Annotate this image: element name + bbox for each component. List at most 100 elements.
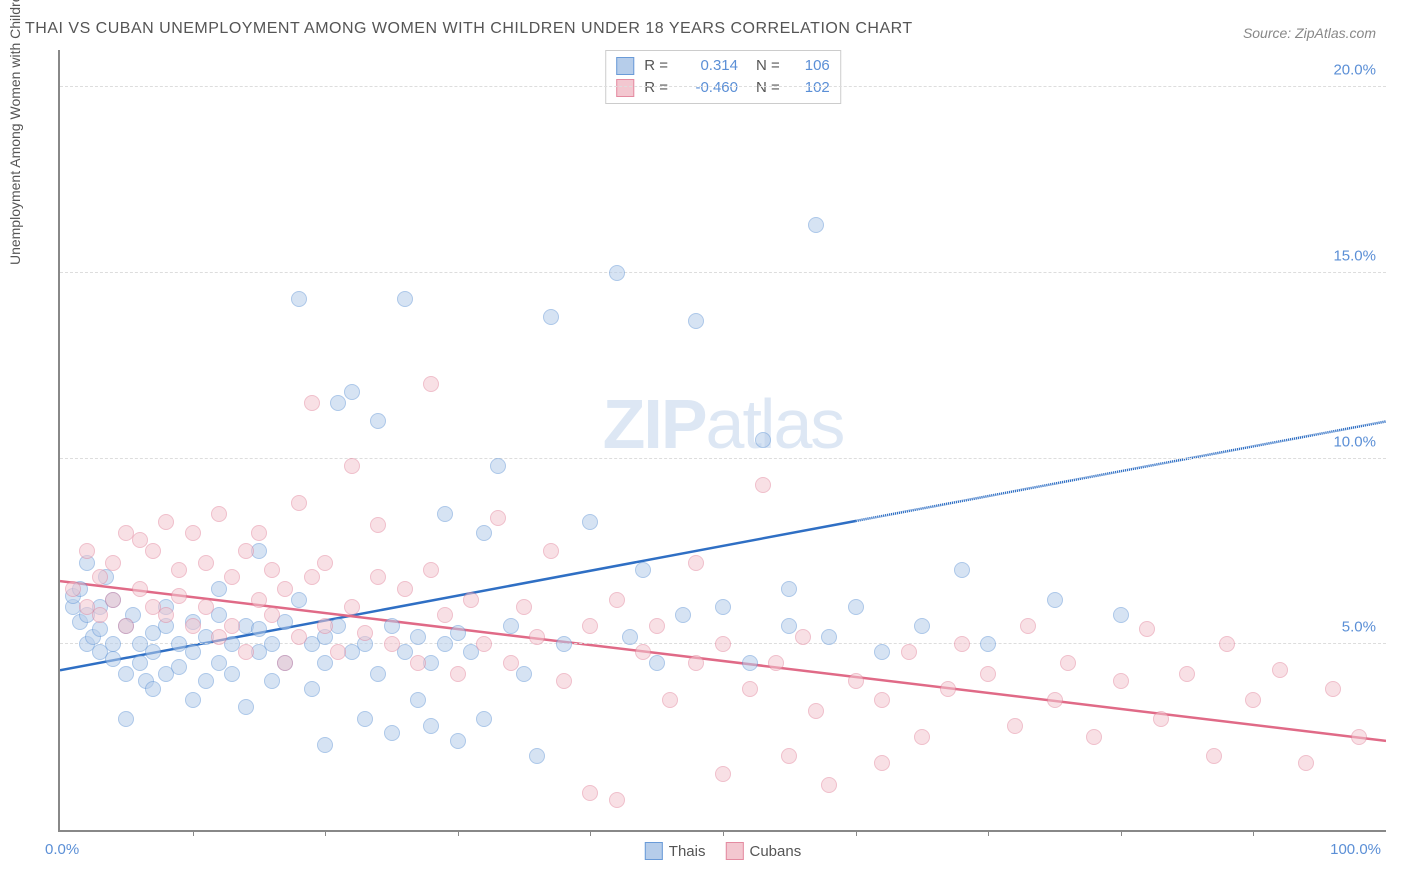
data-point xyxy=(105,651,121,667)
data-point xyxy=(503,655,519,671)
data-point xyxy=(821,629,837,645)
data-point xyxy=(582,514,598,530)
data-point xyxy=(490,458,506,474)
data-point xyxy=(848,673,864,689)
data-point xyxy=(742,655,758,671)
data-point xyxy=(1113,673,1129,689)
data-point xyxy=(185,525,201,541)
data-point xyxy=(291,592,307,608)
data-point xyxy=(755,432,771,448)
data-point xyxy=(954,562,970,578)
trend-lines xyxy=(60,50,1386,830)
data-point xyxy=(742,681,758,697)
source-attribution: Source: ZipAtlas.com xyxy=(1243,25,1376,41)
data-point xyxy=(171,562,187,578)
data-point xyxy=(914,618,930,634)
data-point xyxy=(198,599,214,615)
data-point xyxy=(423,562,439,578)
legend-label: Thais xyxy=(669,843,706,860)
data-point xyxy=(264,607,280,623)
data-point xyxy=(688,555,704,571)
data-point xyxy=(65,581,81,597)
data-point xyxy=(755,477,771,493)
data-point xyxy=(901,644,917,660)
data-point xyxy=(357,711,373,727)
data-point xyxy=(476,711,492,727)
correlation-legend: R =0.314N =106R =-0.460N =102 xyxy=(605,50,841,104)
data-point xyxy=(384,618,400,634)
data-point xyxy=(609,792,625,808)
data-point xyxy=(1047,592,1063,608)
data-point xyxy=(556,636,572,652)
data-point xyxy=(609,592,625,608)
data-point xyxy=(622,629,638,645)
data-point xyxy=(1179,666,1195,682)
data-point xyxy=(423,376,439,392)
data-point xyxy=(92,607,108,623)
y-axis-tick-label: 15.0% xyxy=(1333,247,1376,264)
data-point xyxy=(715,766,731,782)
data-point xyxy=(251,621,267,637)
data-point xyxy=(463,592,479,608)
data-point xyxy=(582,618,598,634)
data-point xyxy=(277,581,293,597)
data-point xyxy=(304,681,320,697)
data-point xyxy=(954,636,970,652)
data-point xyxy=(397,581,413,597)
data-point xyxy=(649,618,665,634)
data-point xyxy=(556,673,572,689)
data-point xyxy=(92,621,108,637)
data-point xyxy=(185,692,201,708)
x-axis-tick xyxy=(723,830,724,836)
data-point xyxy=(476,636,492,652)
data-point xyxy=(1047,692,1063,708)
data-point xyxy=(370,413,386,429)
data-point xyxy=(980,666,996,682)
x-axis-tick xyxy=(1121,830,1122,836)
data-point xyxy=(781,618,797,634)
gridline xyxy=(60,86,1386,87)
data-point xyxy=(291,629,307,645)
data-point xyxy=(304,395,320,411)
data-point xyxy=(848,599,864,615)
data-point xyxy=(1351,729,1367,745)
data-point xyxy=(105,636,121,652)
data-point xyxy=(675,607,691,623)
gridline xyxy=(60,458,1386,459)
legend-swatch xyxy=(645,842,663,860)
data-point xyxy=(1086,729,1102,745)
data-point xyxy=(874,755,890,771)
data-point xyxy=(198,673,214,689)
data-point xyxy=(476,525,492,541)
gridline xyxy=(60,272,1386,273)
data-point xyxy=(1245,692,1261,708)
data-point xyxy=(781,748,797,764)
data-point xyxy=(251,592,267,608)
legend-row: R =-0.460N =102 xyxy=(616,77,830,99)
data-point xyxy=(198,555,214,571)
data-point xyxy=(490,510,506,526)
data-point xyxy=(224,569,240,585)
chart-title: THAI VS CUBAN UNEMPLOYMENT AMONG WOMEN W… xyxy=(25,20,913,38)
data-point xyxy=(145,543,161,559)
data-point xyxy=(145,681,161,697)
data-point xyxy=(914,729,930,745)
data-point xyxy=(118,666,134,682)
data-point xyxy=(808,703,824,719)
data-point xyxy=(132,581,148,597)
data-point xyxy=(1113,607,1129,623)
data-point xyxy=(145,644,161,660)
data-point xyxy=(874,692,890,708)
legend-swatch xyxy=(725,842,743,860)
data-point xyxy=(516,666,532,682)
data-point xyxy=(662,692,678,708)
data-point xyxy=(516,599,532,615)
data-point xyxy=(291,495,307,511)
data-point xyxy=(251,525,267,541)
data-point xyxy=(344,384,360,400)
data-point xyxy=(1020,618,1036,634)
data-point xyxy=(1325,681,1341,697)
data-point xyxy=(211,506,227,522)
x-axis-tick xyxy=(1253,830,1254,836)
x-axis-tick xyxy=(856,830,857,836)
